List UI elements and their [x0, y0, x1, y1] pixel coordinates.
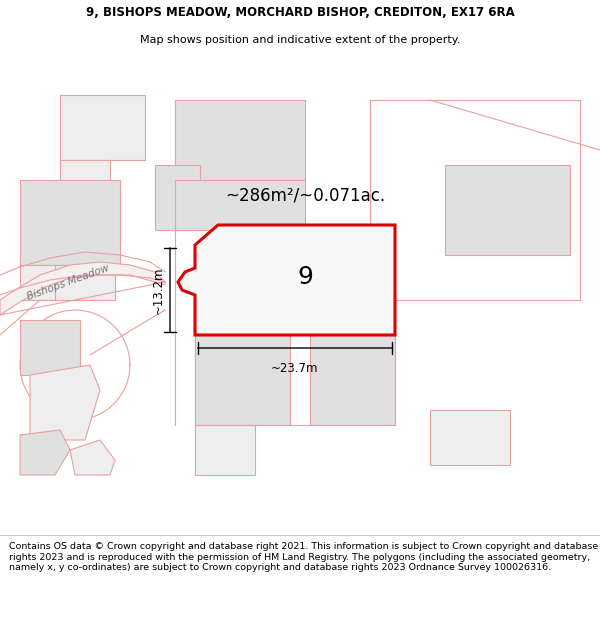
Bar — [175, 100, 305, 180]
Text: 9, BISHOPS MEADOW, MORCHARD BISHOP, CREDITON, EX17 6RA: 9, BISHOPS MEADOW, MORCHARD BISHOP, CRED… — [86, 6, 514, 19]
Text: Contains OS data © Crown copyright and database right 2021. This information is : Contains OS data © Crown copyright and d… — [9, 542, 598, 572]
Bar — [20, 180, 120, 265]
Text: ~23.7m: ~23.7m — [271, 362, 319, 375]
Polygon shape — [178, 225, 395, 335]
Text: ~13.2m: ~13.2m — [152, 266, 165, 314]
Bar — [55, 265, 115, 300]
Bar — [225, 250, 330, 320]
Bar — [310, 335, 395, 425]
Bar — [20, 320, 80, 375]
Bar — [60, 95, 145, 160]
Bar — [445, 165, 570, 255]
Polygon shape — [30, 365, 100, 440]
Polygon shape — [70, 440, 115, 475]
Polygon shape — [20, 430, 70, 475]
Bar — [20, 265, 85, 300]
Bar — [60, 160, 110, 200]
Text: Bishops Meadow: Bishops Meadow — [25, 262, 110, 301]
Bar — [175, 180, 305, 230]
Bar — [155, 165, 200, 230]
Polygon shape — [0, 262, 165, 315]
Bar — [430, 410, 510, 465]
Bar — [195, 425, 255, 475]
Text: 9: 9 — [297, 265, 313, 289]
Text: ~286m²/~0.071ac.: ~286m²/~0.071ac. — [225, 186, 385, 204]
Bar — [195, 335, 290, 425]
Text: Map shows position and indicative extent of the property.: Map shows position and indicative extent… — [140, 34, 460, 44]
